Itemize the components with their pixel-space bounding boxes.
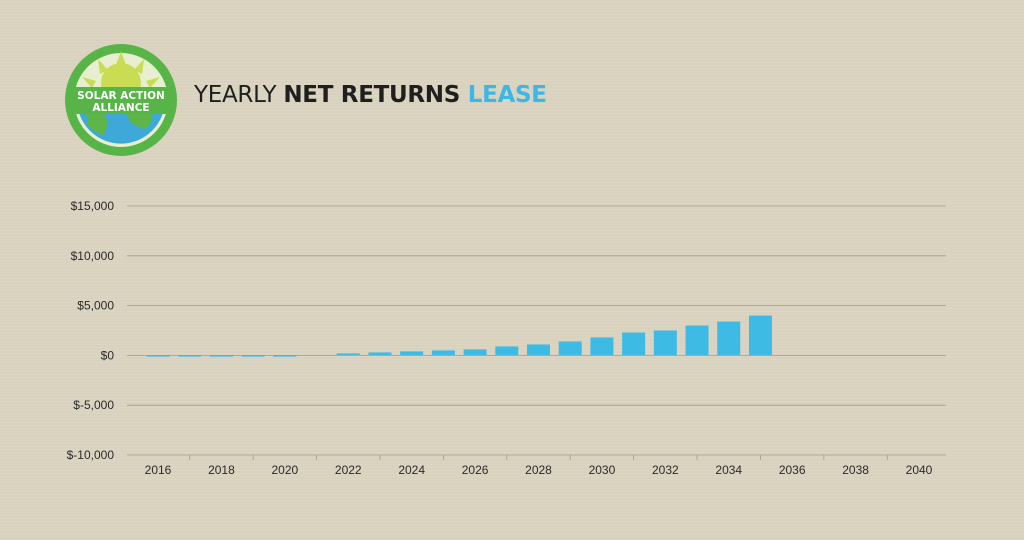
y-axis-ticks: $15,000 $10,000 $5,000 $0 $-5,000 $-10,000 — [67, 199, 115, 462]
y-tick-label: $-5,000 — [73, 398, 114, 412]
bar-layer — [146, 315, 772, 357]
x-axis-ticks: 2016 2018 2020 2022 2024 2026 2028 2030 2032 2034… — [145, 455, 933, 477]
y-tick-label: $15,000 — [71, 199, 115, 213]
x-tick-label: 2030 — [589, 463, 616, 477]
page-title: YEARLY NET RETURNS LEASE — [194, 82, 547, 108]
bar-2029 — [558, 341, 582, 356]
x-tick-label: 2040 — [906, 463, 933, 477]
x-tick-label: 2034 — [715, 463, 742, 477]
grid-layer — [127, 205, 946, 456]
bar-2035 — [748, 315, 772, 356]
bar-2017 — [178, 355, 202, 357]
bar-2032 — [653, 330, 677, 356]
solar-action-alliance-logo: SOLAR ACTION ALLIANCE — [65, 44, 177, 156]
x-tick-label: 2022 — [335, 463, 362, 477]
bar-2033 — [685, 325, 709, 356]
title-part-net-returns: NET RETURNS — [283, 82, 460, 108]
x-tick-label: 2032 — [652, 463, 679, 477]
bar-2024 — [400, 351, 424, 356]
bar-2031 — [622, 332, 646, 356]
x-tick-label: 2036 — [779, 463, 806, 477]
x-tick-label: 2016 — [145, 463, 172, 477]
y-tick-label: $10,000 — [71, 249, 115, 263]
bar-2034 — [717, 321, 741, 356]
x-tick-label: 2018 — [208, 463, 235, 477]
y-tick-label: $0 — [101, 348, 115, 362]
x-tick-label: 2028 — [525, 463, 552, 477]
bar-2022 — [336, 353, 360, 356]
bar-2016 — [146, 355, 170, 357]
bar-2018 — [209, 355, 233, 357]
bar-2019 — [241, 355, 265, 357]
logo-text-line1: SOLAR ACTION — [77, 90, 165, 102]
logo-banner — [72, 87, 170, 114]
bar-2030 — [590, 337, 614, 356]
x-tick-label: 2026 — [462, 463, 489, 477]
bar-2023 — [368, 352, 392, 356]
y-tick-label: $-10,000 — [67, 448, 115, 462]
bar-2026 — [463, 349, 487, 356]
title-part-yearly: YEARLY — [194, 82, 284, 108]
globe-icon — [78, 109, 164, 144]
bar-2028 — [527, 344, 550, 356]
logo-text-line2: ALLIANCE — [92, 102, 149, 114]
bar-2025 — [431, 350, 455, 356]
x-tick-label: 2024 — [398, 463, 425, 477]
bar-2027 — [495, 346, 519, 356]
x-tick-label: 2038 — [842, 463, 869, 477]
x-tick-label: 2020 — [271, 463, 298, 477]
title-part-lease: LEASE — [460, 82, 547, 108]
y-tick-label: $5,000 — [77, 299, 114, 313]
bar-2020 — [273, 355, 297, 357]
